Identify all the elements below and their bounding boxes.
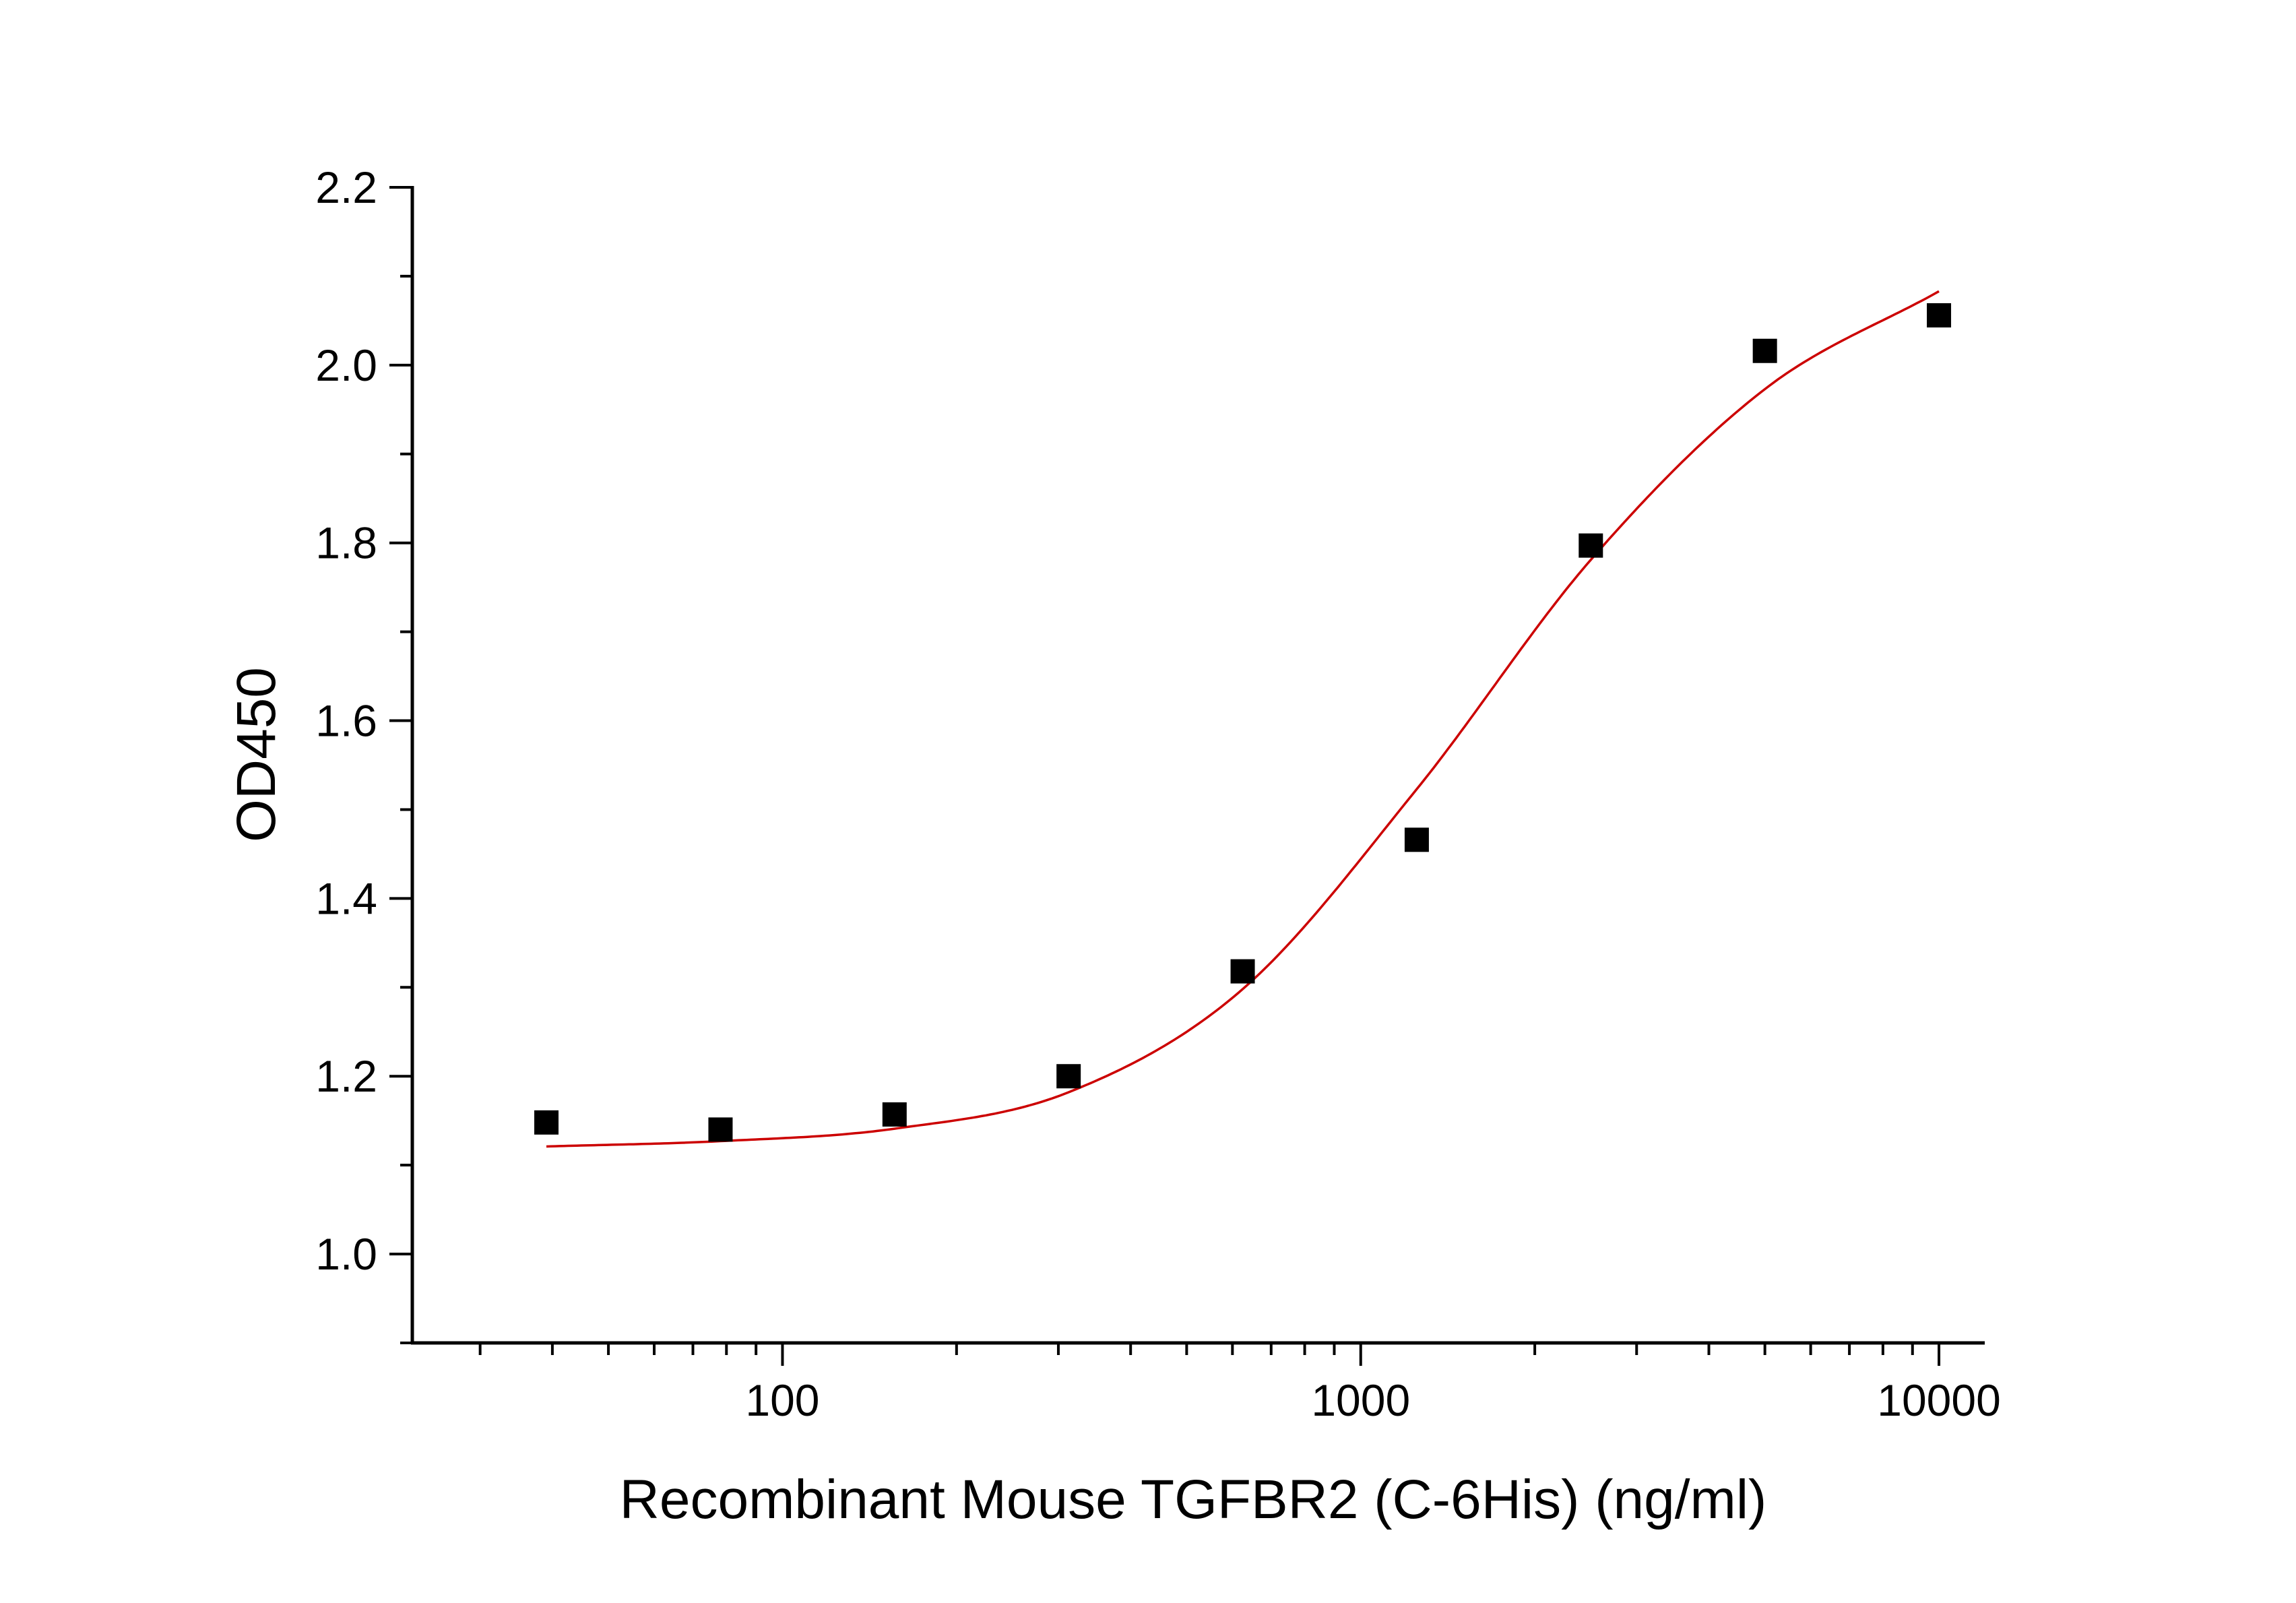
x-tick-label: 1000 [1311, 1375, 1410, 1425]
y-tick-label: 1.6 [315, 696, 377, 746]
x-tick-label: 10000 [1877, 1375, 2001, 1425]
y-tick-label: 2.2 [315, 162, 377, 212]
tick-label-layer: 1.0 1.2 1.4 1.6 1.8 2.0 2.2 100 1000 10000 [315, 162, 2001, 1425]
fit-curve-layer [546, 290, 1940, 1148]
y-tick-label: 1.8 [315, 518, 377, 568]
x-tick-label: 100 [745, 1375, 819, 1425]
fit-curve [546, 290, 1940, 1148]
data-point [1230, 959, 1255, 984]
data-point [1056, 1064, 1081, 1089]
data-point [708, 1117, 733, 1142]
x-axis-title: Recombinant Mouse TGFBR2 (C-6His) (ng/ml… [620, 1469, 1767, 1530]
axes-layer [389, 186, 1985, 1366]
y-tick-label: 1.4 [315, 873, 377, 923]
y-tick-label: 2.0 [315, 340, 377, 390]
data-point [1927, 303, 1952, 327]
data-point [1404, 827, 1429, 852]
y-axis-title: OD450 [226, 667, 287, 842]
data-points-layer [534, 303, 1952, 1142]
data-point [882, 1102, 907, 1127]
y-tick-label: 1.0 [315, 1229, 377, 1279]
data-point [1578, 533, 1603, 558]
data-point [534, 1110, 559, 1135]
y-tick-label: 1.2 [315, 1051, 377, 1101]
data-point [1752, 338, 1777, 363]
